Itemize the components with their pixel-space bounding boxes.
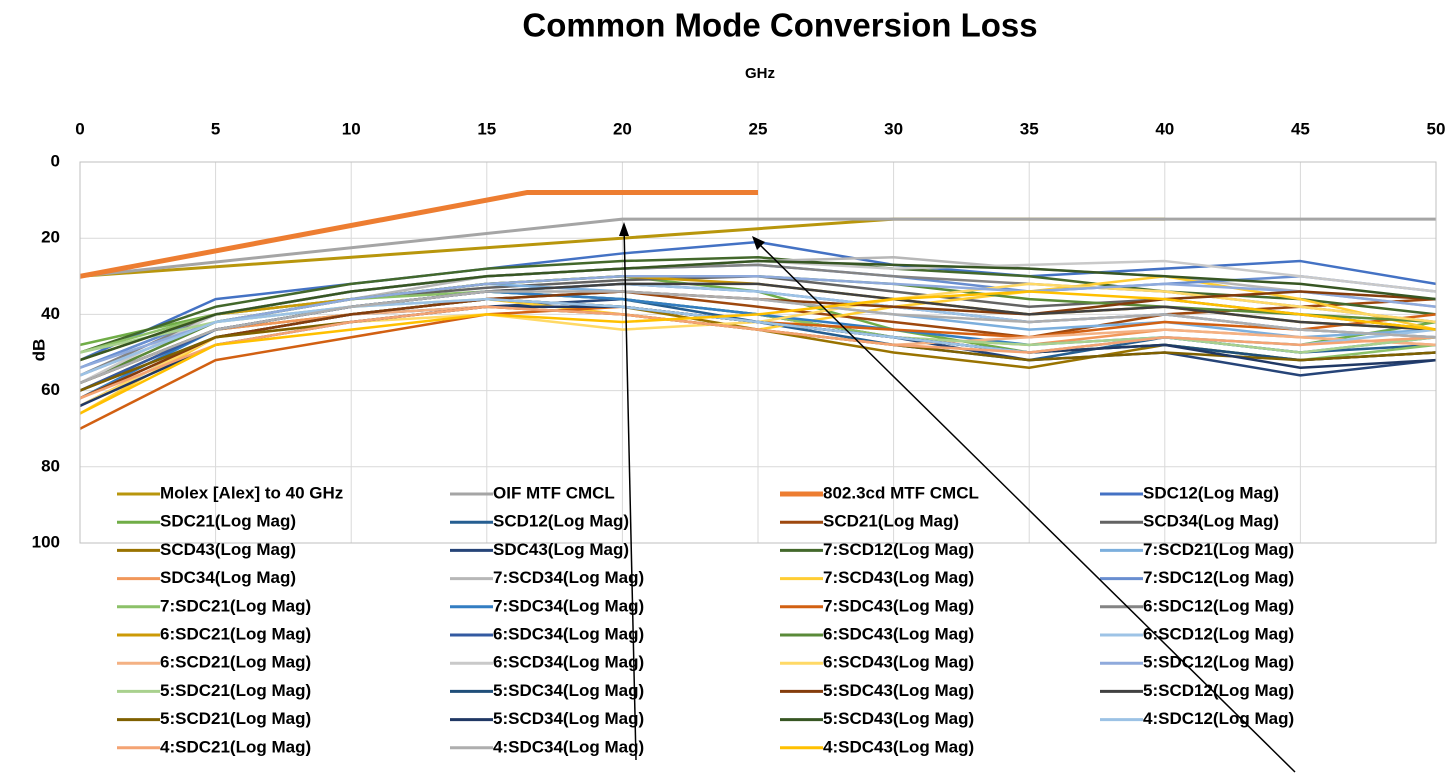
series-line: [79, 290, 1437, 415]
legend-label: 5:SDC21(Log Mag): [160, 681, 311, 700]
legend-label: 5:SDC12(Log Mag): [1143, 653, 1294, 672]
legend-label: 6:SDC43(Log Mag): [823, 624, 974, 643]
legend-label: 4:SDC43(Log Mag): [823, 737, 974, 756]
legend-label: Molex [Alex] to 40 GHz: [160, 483, 343, 502]
legend-label: 7:SCD12(Log Mag): [823, 540, 974, 559]
x-tick-label: 50: [1427, 119, 1446, 138]
y-axis-label: dB: [29, 339, 48, 362]
legend-label: 4:SDC21(Log Mag): [160, 737, 311, 756]
legend-label: 7:SCD21(Log Mag): [1143, 540, 1294, 559]
legend-label: SCD43(Log Mag): [160, 540, 296, 559]
legend-label: OIF MTF CMCL: [493, 483, 615, 502]
legend-label: 6:SDC12(Log Mag): [1143, 596, 1294, 615]
annotation-arrow: [754, 239, 1296, 773]
arrow-head: [752, 236, 765, 250]
legend-label: 5:SDC34(Log Mag): [493, 681, 644, 700]
legend-label: 6:SCD34(Log Mag): [493, 653, 644, 672]
series-line: [79, 256, 1437, 354]
series-line: [79, 290, 1437, 385]
x-tick-label: 15: [477, 119, 496, 138]
legend-label: 6:SCD21(Log Mag): [160, 653, 311, 672]
y-tick-label: 100: [32, 532, 60, 551]
series-line: [79, 259, 1437, 362]
legend-label: 4:SDC12(Log Mag): [1143, 709, 1294, 728]
legend-label: 7:SCD43(Log Mag): [823, 568, 974, 587]
series-line: [79, 305, 1437, 400]
legend-label: 6:SDC21(Log Mag): [160, 624, 311, 643]
x-axis-label: GHz: [745, 65, 775, 82]
legend-label: 5:SDC43(Log Mag): [823, 681, 974, 700]
legend-label: SCD21(Log Mag): [823, 512, 959, 531]
legend-label: SDC12(Log Mag): [1143, 483, 1279, 502]
plot-lines: [79, 189, 1437, 430]
legend-label: 5:SCD12(Log Mag): [1143, 681, 1294, 700]
annotation-arrow: [623, 225, 637, 761]
legend-label: 7:SDC43(Log Mag): [823, 596, 974, 615]
legend-label: SDC43(Log Mag): [493, 540, 629, 559]
chart-title: Common Mode Conversion Loss: [522, 7, 1037, 44]
legend-label: 7:SDC12(Log Mag): [1143, 568, 1294, 587]
x-tick-label: 25: [749, 119, 768, 138]
series-line: [79, 189, 758, 279]
legend-label: 5:SCD21(Log Mag): [160, 709, 311, 728]
y-tick-label: 60: [41, 380, 60, 399]
arrow-head: [619, 222, 629, 236]
legend-label: 802.3cd MTF CMCL: [823, 483, 979, 502]
legend-label: 7:SDC21(Log Mag): [160, 596, 311, 615]
legend-label: 6:SCD12(Log Mag): [1143, 624, 1294, 643]
x-tick-label: 45: [1291, 119, 1310, 138]
legend-label: 6:SCD43(Log Mag): [823, 653, 974, 672]
plot-frame: [79, 161, 1437, 544]
legend-label: 5:SCD34(Log Mag): [493, 709, 644, 728]
y-tick-label: 20: [41, 228, 60, 247]
legend-label: 7:SDC34(Log Mag): [493, 596, 644, 615]
x-tick-label: 5: [211, 119, 220, 138]
y-tick-label: 40: [41, 304, 60, 323]
y-tick-label: 80: [41, 456, 60, 475]
legend-label: SCD12(Log Mag): [493, 512, 629, 531]
legend-label: 6:SDC34(Log Mag): [493, 624, 644, 643]
x-tick-label: 35: [1020, 119, 1039, 138]
x-tick-label: 10: [342, 119, 361, 138]
y-tick-label: 0: [51, 151, 60, 170]
x-tick-label: 20: [613, 119, 632, 138]
legend-label: SDC21(Log Mag): [160, 512, 296, 531]
legend-label: SCD34(Log Mag): [1143, 512, 1279, 531]
legend-label: 7:SCD34(Log Mag): [493, 568, 644, 587]
legend: Molex [Alex] to 40 GHz OIF MTF CMCL 802.3c…: [117, 483, 1294, 756]
legend-label: 4:SDC34(Log Mag): [493, 737, 644, 756]
series-line: [79, 217, 1436, 278]
legend-label: 5:SCD43(Log Mag): [823, 709, 974, 728]
x-tick-label: 40: [1155, 119, 1174, 138]
legend-label: SDC34(Log Mag): [160, 568, 296, 587]
x-tick-label: 0: [75, 119, 84, 138]
series-line: [79, 275, 1437, 369]
x-tick-label: 30: [884, 119, 903, 138]
